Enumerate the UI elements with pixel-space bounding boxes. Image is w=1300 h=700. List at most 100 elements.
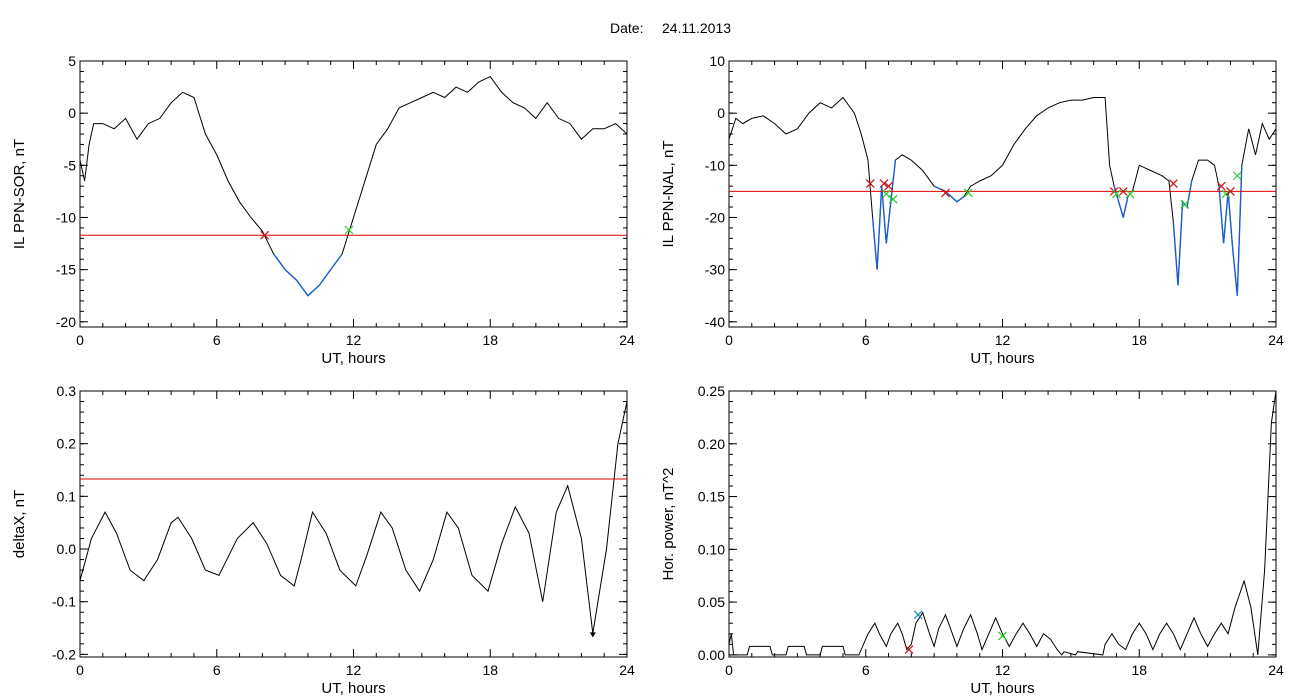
ppn-sor-marker-stroke (344, 225, 354, 235)
ppn-nal-xtick-label: 12 (995, 332, 1011, 348)
ppn-nal-marker-end (881, 189, 891, 199)
ppn-sor-ytick-label: -5 (64, 157, 77, 173)
deltax-ytick-label: 0.3 (57, 383, 77, 399)
deltax-xlabel: UT, hours (321, 680, 385, 697)
ppn-nal-marker-start (941, 188, 950, 198)
ppn-sor-ytick-label: -15 (56, 262, 76, 278)
hor-power-marker-start (904, 645, 914, 655)
hor-power-ytick-label: 0.05 (698, 594, 725, 610)
ppn-nal-below-threshold-line (871, 160, 897, 270)
ppn-nal-marker-end (1125, 189, 1135, 199)
deltax-xtick-label: 0 (76, 662, 84, 678)
hor-power-xtick-label: 24 (1268, 662, 1284, 678)
ppn-nal-marker-stroke (1221, 189, 1231, 199)
ppn-nal-marker-stroke (1112, 189, 1121, 199)
ppn-nal-ytick-label: -40 (705, 314, 725, 330)
ppn-nal-marker-stroke (1169, 179, 1178, 188)
ppn-nal-marker-end (888, 194, 898, 204)
ppn-nal-ytick-label: -30 (705, 262, 725, 278)
hor-power-ytick-label: 0.10 (698, 541, 725, 557)
hor-power-ytick-label: 0.00 (698, 647, 725, 663)
hor-power-marker-stroke (998, 631, 1007, 641)
ppn-sor-marker-start (260, 230, 270, 240)
deltax-ytick-label: -0.1 (52, 594, 76, 610)
ppn-nal-xtick-label: 24 (1268, 332, 1284, 348)
ppn-sor-xtick-label: 6 (213, 332, 221, 348)
ppn-nal-marker-start (1169, 179, 1178, 188)
ppn-nal-marker-stroke (1180, 200, 1190, 209)
ppn-nal-ytick-label: -10 (705, 157, 725, 173)
ppn-nal-marker-start (1118, 186, 1128, 196)
panel-ppn-nal: 0 6 12 18 24 10 0 -10 -20 -30 -40 UT, hours IL PPN-N… (660, 53, 1284, 367)
ppn-sor-data-group (80, 75, 627, 297)
hor-power-marker-end (998, 631, 1007, 641)
ppn-nal-marker-start (1216, 181, 1226, 191)
ppn-nal-marker-start (865, 179, 875, 188)
figure-title-label: Date: (610, 20, 643, 36)
ppn-nal-axes-frame (728, 60, 1277, 328)
ppn-sor-xtick-label: 12 (346, 332, 362, 348)
ppn-nal-marker-stroke (1232, 171, 1242, 181)
ppn-nal-xlabel: UT, hours (970, 350, 1034, 367)
ppn-nal-marker-stroke (1125, 189, 1135, 199)
ppn-nal-ytick-label: 0 (717, 105, 725, 121)
deltax-xtick-label: 18 (482, 662, 498, 678)
hor-power-xtick-label: 18 (1131, 662, 1147, 678)
ppn-nal-below-threshold-line (933, 185, 965, 203)
ppn-nal-marker-end (963, 188, 973, 198)
deltax-ytick-label: 0.0 (57, 541, 77, 557)
hor-power-ytick-label: 0.15 (698, 489, 725, 505)
ppn-sor-marker-stroke (260, 230, 270, 240)
deltax-xtick-label: 6 (213, 662, 221, 678)
ppn-nal-xtick-label: 18 (1131, 332, 1147, 348)
ppn-nal-marker-start (884, 181, 893, 191)
ppn-sor-series-line (80, 75, 627, 297)
hor-power-marker-stroke (913, 610, 923, 620)
ppn-nal-marker-stroke (888, 194, 898, 204)
deltax-axes-frame (79, 390, 628, 658)
ppn-nal-marker-stroke (884, 181, 893, 191)
hor-power-marker-peak (913, 610, 923, 620)
deltax-ytick-label: 0.1 (57, 488, 77, 504)
figure-title-date: 24.11.2013 (662, 20, 731, 36)
ppn-sor-xtick-label: 0 (76, 332, 84, 348)
ppn-nal-ytick-label: -20 (705, 209, 725, 225)
ppn-sor-ylabel: IL PPN-SOR, nT (11, 139, 28, 249)
ppn-sor-marker-end (344, 225, 354, 235)
ppn-nal-marker-stroke (1225, 186, 1235, 196)
hor-power-data-group (729, 391, 1276, 656)
deltax-xtick-label: 24 (619, 662, 635, 678)
hor-power-ytick-label: 0.25 (698, 383, 725, 399)
ppn-nal-data-group (729, 96, 1276, 296)
ppn-nal-below-threshold-line (1172, 180, 1193, 286)
ppn-sor-xlabel: UT, hours (321, 350, 385, 367)
ppn-nal-marker-stroke (879, 179, 889, 188)
ppn-nal-series-line (729, 96, 1276, 296)
ppn-sor-ytick-label: -20 (56, 314, 76, 330)
ppn-nal-marker-stroke (865, 179, 875, 188)
ppn-sor-xtick-label: 24 (619, 332, 635, 348)
deltax-peak-marker (589, 632, 596, 638)
panel-hor-power: 0 6 12 18 24 0.25 0.20 0.15 0.10 0.05 0.00 UT, hour… (660, 383, 1284, 697)
ppn-nal-ytick-label: 10 (709, 53, 725, 69)
ppn-sor-axes-frame (79, 60, 628, 328)
ppn-nal-marker-end (1232, 171, 1242, 181)
ppn-nal-marker-end (1221, 189, 1231, 199)
hor-power-ytick-label: 0.20 (698, 436, 725, 452)
hor-power-xtick-label: 6 (862, 662, 870, 678)
deltax-ylabel: deltaX, nT (11, 490, 28, 558)
ppn-sor-ytick-label: 5 (68, 53, 76, 69)
ppn-sor-ytick-label: -10 (56, 209, 76, 225)
deltax-ytick-label: -0.2 (52, 646, 76, 662)
deltax-data-group (80, 401, 627, 634)
deltax-series-line (80, 401, 627, 634)
ppn-sor-ytick-label: 0 (68, 105, 76, 121)
ppn-nal-marker-stroke (1216, 181, 1226, 191)
ppn-nal-marker-start (1225, 186, 1235, 196)
ppn-sor-below-threshold-line (273, 253, 343, 297)
panel-deltax: 0 6 12 18 24 0.3 0.2 0.1 0.0 -0.1 -0.2 UT, hours del… (11, 383, 635, 697)
ppn-nal-marker-stroke (941, 188, 950, 198)
ppn-sor-xtick-label: 18 (482, 332, 498, 348)
ppn-nal-marker-stroke (963, 188, 973, 198)
